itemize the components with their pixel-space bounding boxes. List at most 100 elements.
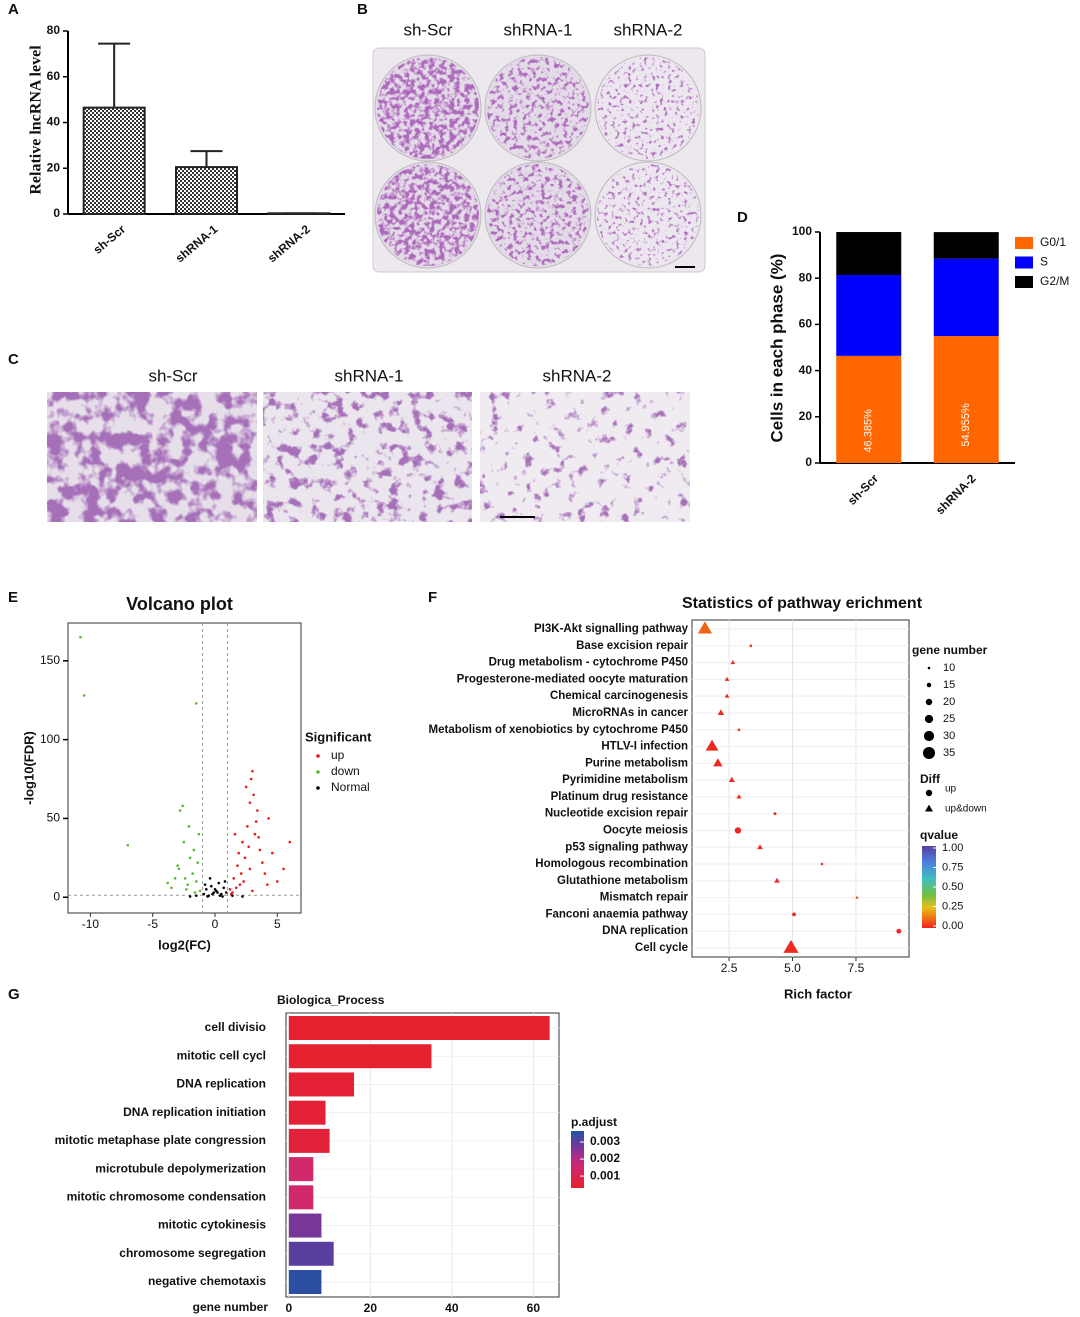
column-label: shRNA-2 (614, 20, 683, 39)
point (233, 832, 237, 836)
y-tick-label: 0 (53, 206, 60, 220)
y-tick-label: 20 (47, 160, 61, 174)
point (820, 862, 824, 866)
panel-label: B (357, 1, 368, 18)
legend-label: 20 (943, 696, 955, 708)
category-label: Base excision repair (576, 640, 688, 652)
legend-label: down (331, 764, 360, 778)
legend-marker (924, 714, 934, 724)
x-tick-label: sh-Scr (845, 471, 882, 508)
point (188, 895, 192, 898)
y-tick-label: 150 (40, 653, 60, 667)
x-tick-label: sh-Scr (91, 222, 129, 257)
point (855, 895, 859, 899)
point (724, 676, 730, 681)
column-label: sh-Scr (148, 366, 197, 385)
point (271, 851, 274, 855)
x-tick-label: 5 (274, 917, 281, 931)
plot-frame (691, 619, 910, 958)
colorbar-label: 0.75 (942, 861, 963, 873)
point (221, 895, 224, 898)
value-label: 54.955% (960, 403, 972, 447)
bar-segment (836, 232, 902, 276)
point (243, 856, 247, 860)
category-label: Drug metabolism - cytochrome P450 (489, 657, 688, 669)
category-label: Pyrimidine metabolism (562, 774, 688, 786)
point (724, 693, 730, 698)
point (182, 840, 186, 844)
colorbar-label: 0.00 (942, 920, 963, 932)
bar-segment (933, 258, 999, 337)
category-label: mitotic cytokinesis (158, 1218, 266, 1232)
point (773, 812, 777, 816)
point (213, 888, 217, 891)
value-label: 46.385% (863, 409, 875, 453)
point (185, 888, 188, 891)
legend-label: up&down (945, 804, 987, 815)
bar (288, 1213, 322, 1238)
x-tick-label: -10 (82, 917, 100, 931)
legend-marker (316, 754, 320, 758)
point (216, 891, 219, 894)
point (224, 891, 228, 894)
y-tick-label: 80 (799, 270, 813, 284)
colorbar-label: 0.002 (590, 1151, 620, 1165)
x-tick-label: -5 (147, 917, 158, 931)
column-label: sh-Scr (403, 20, 452, 39)
x-tick-label: 0 (212, 917, 219, 931)
bar (288, 1128, 330, 1153)
point (734, 827, 742, 834)
point (173, 877, 177, 880)
colorbar-label: 1.00 (942, 842, 963, 854)
legend-title: gene number (912, 643, 988, 657)
bar (288, 1157, 314, 1182)
point (228, 888, 232, 891)
y-axis-label: Cells in each phase (%) (767, 254, 786, 443)
point (728, 776, 735, 783)
y-axis-label: Relative lncRNA level (28, 45, 45, 195)
category-label: Mismatch repair (600, 892, 689, 904)
colorbar (571, 1131, 584, 1188)
panel-label: G (8, 986, 20, 1003)
bar-segment (933, 232, 999, 259)
point (282, 867, 285, 871)
column-label: shRNA-1 (335, 366, 404, 385)
error-bar (98, 42, 131, 108)
point (257, 836, 260, 839)
category-label: DNA replication (602, 925, 688, 937)
point (82, 694, 86, 697)
point (263, 872, 267, 875)
bar (288, 1044, 432, 1069)
point (249, 777, 253, 781)
point (222, 886, 226, 890)
legend-label: up (945, 784, 957, 795)
y-tick-label: 80 (47, 23, 61, 37)
y-tick-label: 40 (47, 115, 61, 129)
colorbar-label: 0.25 (942, 900, 963, 912)
x-tick-label: shRNA-2 (265, 222, 313, 266)
column-label: shRNA-2 (543, 366, 612, 385)
category-label: Homologous recombination (535, 858, 688, 870)
point (267, 817, 270, 820)
chart-title: Volcano plot (126, 594, 233, 614)
legend-marker (925, 698, 933, 706)
point (248, 867, 252, 871)
y-tick-label: 50 (47, 811, 61, 825)
legend-label: Normal (331, 780, 370, 794)
point (237, 851, 241, 855)
point (209, 884, 213, 888)
y-tick-label: 40 (799, 363, 813, 377)
point (783, 939, 799, 953)
legend-title: Diff (920, 772, 941, 786)
x-tick-label: shRNA-2 (933, 471, 979, 517)
category-label: cell divisio (205, 1020, 266, 1034)
point (126, 843, 130, 847)
bar-segment (836, 355, 902, 463)
category-label: Fanconi anaemia pathway (545, 908, 688, 920)
point (241, 840, 244, 844)
bar-segment (933, 336, 999, 463)
category-label: HTLV-I infection (601, 741, 688, 753)
bar (288, 1072, 355, 1097)
point (774, 877, 780, 883)
bar (175, 166, 238, 215)
